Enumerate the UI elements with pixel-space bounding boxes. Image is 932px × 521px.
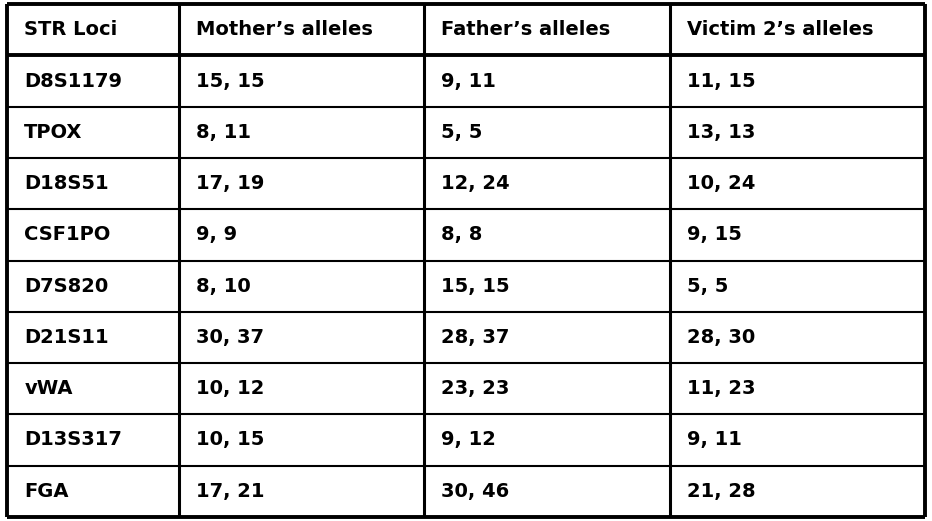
Bar (424, 55, 670, 107)
Bar (7, 363, 179, 414)
Text: CSF1PO: CSF1PO (24, 226, 111, 244)
Bar (424, 4, 670, 55)
Text: 11, 23: 11, 23 (687, 379, 755, 398)
Bar (424, 158, 670, 209)
Bar (424, 363, 670, 414)
Text: 15, 15: 15, 15 (196, 71, 265, 91)
Bar (424, 209, 670, 260)
Text: 23, 23: 23, 23 (441, 379, 510, 398)
Bar (7, 312, 179, 363)
Text: D18S51: D18S51 (24, 174, 109, 193)
Text: 30, 37: 30, 37 (196, 328, 264, 347)
Text: 17, 19: 17, 19 (196, 174, 264, 193)
Text: 28, 30: 28, 30 (687, 328, 755, 347)
Text: D8S1179: D8S1179 (24, 71, 122, 91)
Bar (670, 55, 925, 107)
Text: D21S11: D21S11 (24, 328, 109, 347)
Bar (670, 414, 925, 466)
Bar (7, 209, 179, 260)
Bar (670, 312, 925, 363)
Text: 9, 11: 9, 11 (441, 71, 496, 91)
Text: D13S317: D13S317 (24, 430, 122, 450)
Bar (179, 363, 424, 414)
Bar (7, 4, 179, 55)
Text: 9, 12: 9, 12 (441, 430, 496, 450)
Text: STR Loci: STR Loci (24, 20, 117, 39)
Text: 13, 13: 13, 13 (687, 123, 755, 142)
Bar (179, 260, 424, 312)
Bar (179, 4, 424, 55)
Text: 5, 5: 5, 5 (441, 123, 483, 142)
Text: Victim 2’s alleles: Victim 2’s alleles (687, 20, 873, 39)
Text: 8, 8: 8, 8 (441, 226, 483, 244)
Text: D7S820: D7S820 (24, 277, 108, 295)
Text: 5, 5: 5, 5 (687, 277, 728, 295)
Text: 17, 21: 17, 21 (196, 482, 264, 501)
Bar (179, 209, 424, 260)
Bar (424, 260, 670, 312)
Bar (7, 107, 179, 158)
Text: 28, 37: 28, 37 (441, 328, 510, 347)
Text: 10, 24: 10, 24 (687, 174, 755, 193)
Bar (7, 414, 179, 466)
Text: 11, 15: 11, 15 (687, 71, 755, 91)
Text: 9, 11: 9, 11 (687, 430, 742, 450)
Bar (7, 260, 179, 312)
Bar (670, 260, 925, 312)
Bar (179, 107, 424, 158)
Bar (179, 312, 424, 363)
Bar (424, 466, 670, 517)
Text: vWA: vWA (24, 379, 73, 398)
Text: Mother’s alleles: Mother’s alleles (196, 20, 373, 39)
Bar (670, 4, 925, 55)
Bar (7, 158, 179, 209)
Text: 10, 12: 10, 12 (196, 379, 264, 398)
Bar (670, 466, 925, 517)
Bar (670, 209, 925, 260)
Text: 30, 46: 30, 46 (441, 482, 510, 501)
Bar (7, 466, 179, 517)
Text: 21, 28: 21, 28 (687, 482, 755, 501)
Bar (7, 55, 179, 107)
Text: 15, 15: 15, 15 (441, 277, 510, 295)
Text: 8, 11: 8, 11 (196, 123, 251, 142)
Text: TPOX: TPOX (24, 123, 83, 142)
Text: 9, 15: 9, 15 (687, 226, 742, 244)
Bar (179, 414, 424, 466)
Bar (424, 312, 670, 363)
Bar (670, 158, 925, 209)
Text: 10, 15: 10, 15 (196, 430, 264, 450)
Bar (179, 158, 424, 209)
Bar (179, 55, 424, 107)
Text: Father’s alleles: Father’s alleles (441, 20, 610, 39)
Text: FGA: FGA (24, 482, 69, 501)
Text: 9, 9: 9, 9 (196, 226, 237, 244)
Bar (424, 107, 670, 158)
Bar (424, 414, 670, 466)
Text: 8, 10: 8, 10 (196, 277, 251, 295)
Bar (670, 363, 925, 414)
Bar (179, 466, 424, 517)
Bar (670, 107, 925, 158)
Text: 12, 24: 12, 24 (441, 174, 510, 193)
